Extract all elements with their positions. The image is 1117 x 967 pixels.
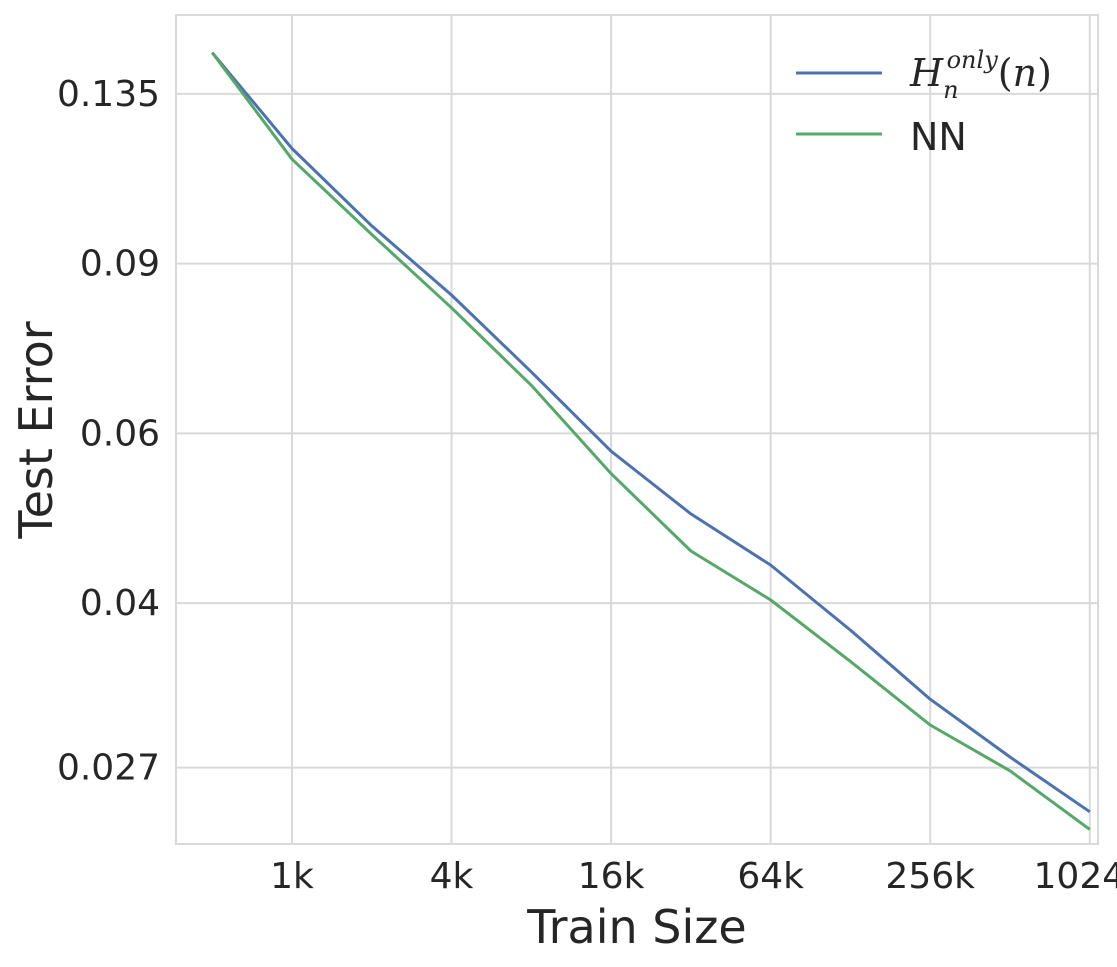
legend-label-nn: NN bbox=[910, 115, 967, 159]
y-tick-label: 0.027 bbox=[57, 748, 160, 789]
series-line-h-only bbox=[211, 51, 1091, 814]
series-lines bbox=[210, 51, 1091, 831]
y-tick-label: 0.135 bbox=[57, 74, 160, 115]
x-tick-label: 4k bbox=[430, 856, 474, 897]
x-tick-label: 1024k bbox=[1034, 856, 1117, 897]
y-tick-label: 0.04 bbox=[80, 583, 160, 624]
x-gridlines bbox=[290, 15, 1091, 844]
x-tick-label: 256k bbox=[885, 856, 975, 897]
y-axis-title: Test Error bbox=[9, 321, 63, 539]
y-tick-labels: 0.135 0.09 0.06 0.04 0.027 bbox=[57, 74, 160, 789]
legend-label-h-only: Hnonly(n) bbox=[909, 46, 1052, 104]
x-tick-label: 64k bbox=[737, 856, 804, 897]
legend: Hnonly(n) NN bbox=[796, 46, 1052, 159]
y-gridlines bbox=[176, 92, 1098, 769]
x-tick-labels: 1k 4k 16k 64k 256k 1024k bbox=[270, 856, 1117, 897]
x-tick-label: 16k bbox=[578, 856, 645, 897]
y-tick-label: 0.06 bbox=[80, 413, 160, 454]
y-tick-label: 0.09 bbox=[80, 244, 160, 285]
x-tick-label: 1k bbox=[270, 856, 314, 897]
x-axis-title: Train Size bbox=[526, 900, 746, 954]
series-line-nn bbox=[210, 51, 1091, 831]
plot-frame bbox=[175, 14, 1099, 845]
